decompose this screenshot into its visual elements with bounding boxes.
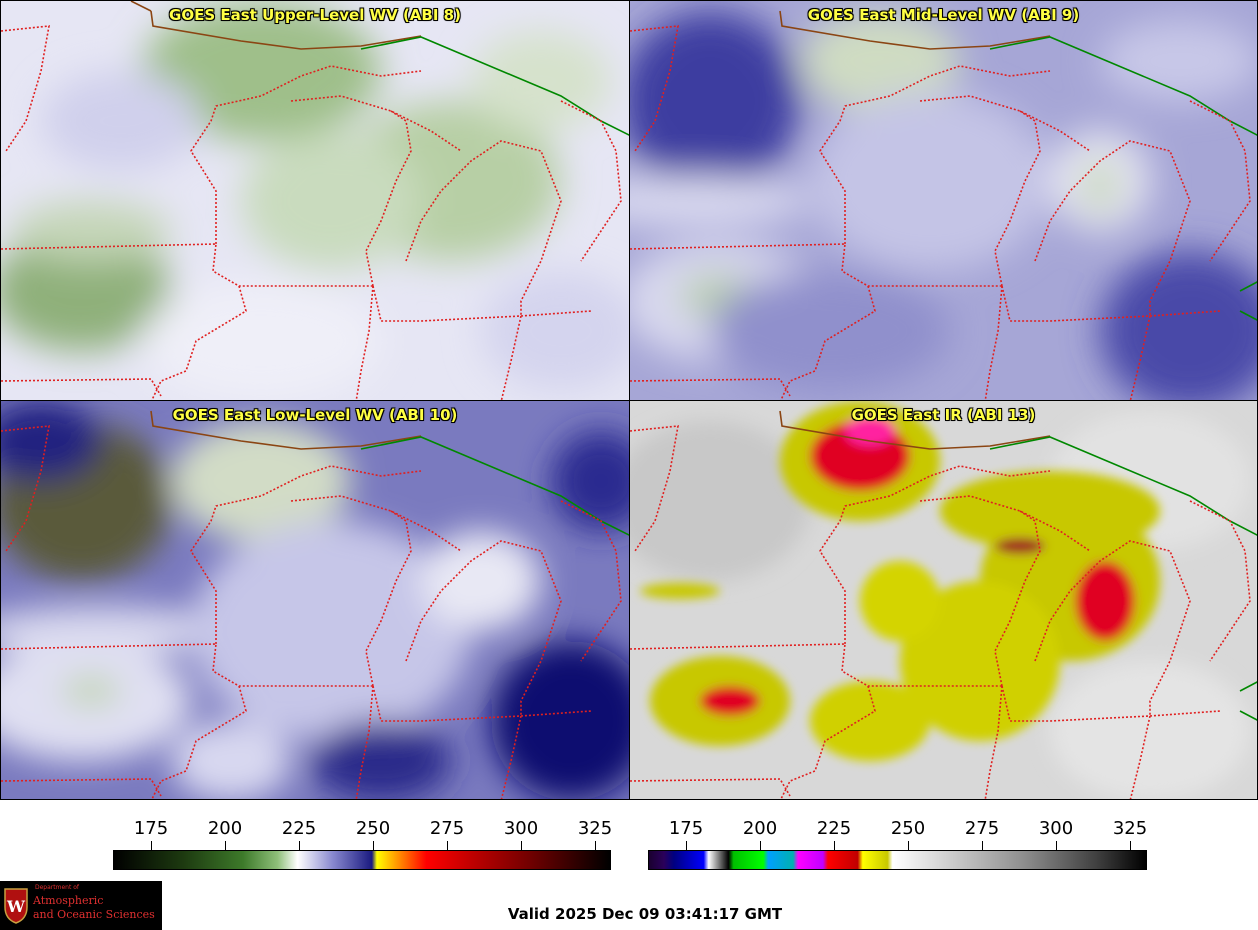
low-level-wv-panel: GOES East Low-Level WV (ABI 10) (0, 400, 630, 800)
tick-label: 250 (355, 818, 391, 839)
ir-panel: GOES East IR (ABI 13) (629, 400, 1258, 800)
logo-line1-text: Atmospheric (33, 894, 104, 907)
svg-text:W: W (6, 897, 26, 916)
aos-logo: W Department of Atmospheric and Oceanic … (0, 881, 162, 930)
panel-title: GOES East Mid-Level WV (ABI 9) (807, 6, 1080, 24)
logo-line2-text: and Oceanic Sciences (33, 908, 155, 921)
tick-label: 275 (429, 818, 465, 839)
tick-label: 325 (577, 818, 613, 839)
tick-label: 225 (281, 818, 317, 839)
tick-mark (686, 841, 687, 850)
ir-image (630, 401, 1257, 799)
tick-mark (225, 841, 226, 850)
tick-label: 300 (1038, 818, 1074, 839)
tick-label: 300 (503, 818, 539, 839)
tick-mark (521, 841, 522, 850)
tick-mark (1056, 841, 1057, 850)
valid-time-label: Valid 2025 Dec 09 03:41:17 GMT (507, 905, 783, 923)
ir-colorbar (648, 850, 1147, 870)
tick-mark (151, 841, 152, 850)
tick-label: 175 (133, 818, 169, 839)
tick-label: 175 (668, 818, 704, 839)
tick-mark (982, 841, 983, 850)
mid-level-wv-panel: GOES East Mid-Level WV (ABI 9) (629, 0, 1258, 401)
tick-mark (834, 841, 835, 850)
tick-mark (447, 841, 448, 850)
upper-level-wv-image (1, 1, 629, 400)
upper-level-wv-panel: GOES East Upper-Level WV (ABI 8) (0, 0, 630, 401)
wv-colorbar (113, 850, 611, 870)
mid-level-wv-image (630, 1, 1257, 400)
low-level-wv-image (1, 401, 629, 799)
panel-title: GOES East Upper-Level WV (ABI 8) (169, 6, 461, 24)
panel-title: GOES East Low-Level WV (ABI 10) (172, 406, 458, 424)
tick-mark (299, 841, 300, 850)
logo-dept-text: Department of (35, 884, 79, 891)
tick-label: 275 (964, 818, 1000, 839)
panel-title: GOES East IR (ABI 13) (851, 406, 1036, 424)
uw-crest-icon: W (4, 888, 28, 924)
tick-mark (1130, 841, 1131, 850)
tick-label: 225 (816, 818, 852, 839)
tick-mark (373, 841, 374, 850)
tick-label: 200 (207, 818, 243, 839)
tick-label: 200 (742, 818, 778, 839)
tick-mark (908, 841, 909, 850)
tick-mark (595, 841, 596, 850)
tick-label: 250 (890, 818, 926, 839)
tick-mark (760, 841, 761, 850)
tick-label: 325 (1112, 818, 1148, 839)
